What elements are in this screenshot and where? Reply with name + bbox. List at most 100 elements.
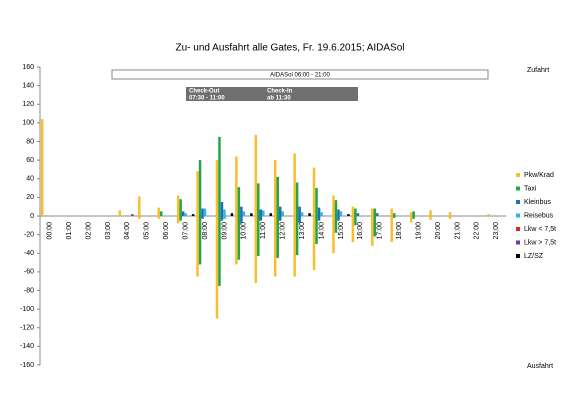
bar [181, 211, 185, 216]
legend-label: Kleinbus [524, 199, 551, 206]
x-tick-label: 01:00 [66, 222, 73, 240]
legend-label: Reisebus [524, 212, 554, 219]
x-tick-label: 09:00 [221, 222, 228, 240]
bar [259, 216, 263, 221]
x-tick-label: 18:00 [396, 222, 403, 240]
bar [257, 216, 260, 257]
bar [354, 208, 357, 216]
bar [351, 206, 355, 216]
checkin-box [264, 87, 358, 101]
bar [250, 213, 253, 216]
bar [278, 216, 282, 221]
bar [295, 182, 299, 216]
y-tick-label: -100 [20, 306, 34, 313]
bar [293, 216, 296, 277]
bar [179, 199, 182, 216]
bar [223, 209, 226, 216]
bar [196, 216, 199, 277]
x-tick-label: 20:00 [435, 222, 442, 240]
legend-swatch [516, 186, 520, 191]
bar [312, 167, 316, 216]
annotation: 07:30 - 11:00 [189, 96, 225, 102]
bar [308, 213, 311, 216]
bar [198, 160, 202, 216]
bar [332, 195, 335, 216]
bar [429, 210, 432, 216]
bar [317, 216, 321, 221]
legend-label: Taxi [524, 185, 537, 192]
bar [118, 210, 122, 216]
bar [179, 216, 182, 221]
bar [371, 208, 374, 216]
bar [281, 211, 284, 216]
legend-swatch [516, 240, 520, 245]
bar [237, 216, 241, 260]
bar [223, 216, 226, 219]
annotation: ab 11:30 [267, 96, 291, 102]
bar [337, 209, 340, 216]
bar [131, 214, 134, 216]
bar [300, 212, 304, 216]
x-tick-label: 12:00 [280, 222, 287, 240]
bar [273, 216, 277, 277]
bar [334, 200, 338, 216]
x-tick-label: 03:00 [105, 222, 112, 240]
bar [201, 216, 204, 219]
bar [176, 195, 180, 216]
y-tick-label: 60 [26, 157, 34, 164]
y-tick-label: -20 [24, 231, 34, 238]
bar [159, 211, 163, 216]
annotation: AIDASol 06:00 - 21:00 [270, 73, 330, 79]
checkout-box [186, 87, 266, 101]
bar [215, 160, 219, 216]
x-tick-label: 06:00 [163, 222, 170, 240]
bar [293, 153, 296, 216]
y-tick-label: 0 [30, 213, 34, 220]
x-tick-label: 02:00 [85, 222, 92, 240]
y-tick-label: -160 [20, 362, 34, 369]
y-tick-label: 140 [22, 82, 34, 89]
y-tick-label: 40 [26, 176, 34, 183]
legend-swatch [516, 200, 520, 204]
legend-swatch [516, 173, 520, 177]
x-tick-label: 05:00 [144, 222, 151, 240]
bar [295, 216, 299, 256]
bar [220, 202, 224, 216]
y-tick-label: 100 [22, 120, 34, 127]
bar [317, 207, 321, 216]
bar [273, 160, 277, 216]
bar [218, 136, 221, 216]
bar [220, 216, 224, 221]
bar [487, 214, 491, 216]
bar [254, 134, 258, 216]
bar [312, 216, 316, 271]
x-tick-label: 22:00 [474, 222, 481, 240]
legend-swatch [516, 213, 520, 218]
bar [237, 187, 241, 216]
bar [339, 211, 343, 216]
bar [191, 214, 195, 216]
bar [230, 213, 234, 216]
annotation: Check-Out [189, 89, 219, 95]
bar [157, 216, 160, 219]
y-tick-label: 20 [26, 194, 34, 201]
x-tick-label: 16:00 [357, 222, 364, 240]
bar [262, 210, 265, 216]
bar [203, 208, 207, 216]
x-tick-label: 13:00 [299, 222, 306, 240]
bar [356, 213, 360, 216]
x-tick-label: 08:00 [202, 222, 209, 240]
bar [371, 216, 374, 246]
bar [259, 209, 263, 216]
bar [315, 216, 318, 244]
bar [347, 214, 350, 216]
legend-label: LZ/SZ [524, 253, 544, 260]
bar [215, 216, 219, 319]
bar [373, 208, 377, 216]
bar [392, 213, 396, 216]
bar [412, 216, 415, 219]
bar [138, 196, 141, 216]
bar [354, 216, 357, 226]
bar [409, 216, 413, 223]
